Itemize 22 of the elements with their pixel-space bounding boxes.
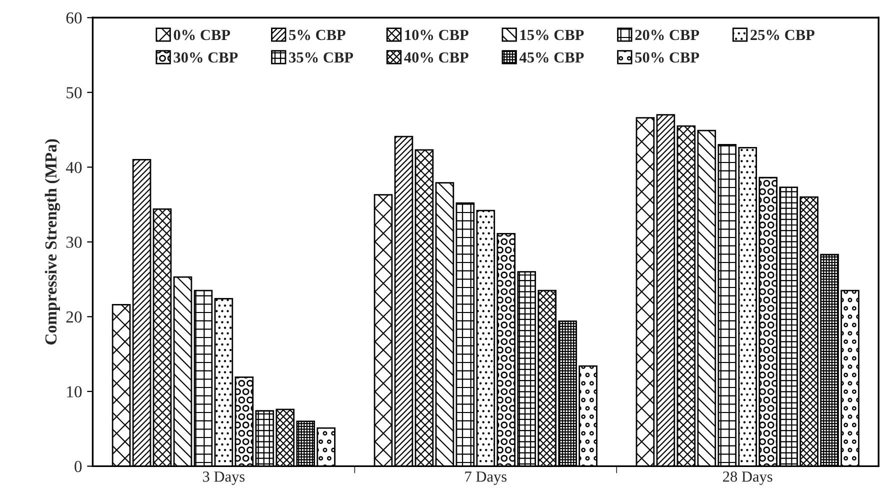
legend-label: 5% CBP bbox=[289, 30, 346, 40]
x-tick-label: 7 Days bbox=[465, 472, 507, 485]
y-tick-label: 40 bbox=[66, 162, 82, 174]
legend-label: 25% CBP bbox=[750, 30, 814, 40]
legend-label: 50% CBP bbox=[635, 52, 700, 63]
y-tick-label: 10 bbox=[67, 386, 82, 398]
legend-label: 10% CBP bbox=[405, 30, 468, 40]
y-tick-label: 30 bbox=[66, 236, 82, 248]
y-axis-title: Compressive Strength (MPa) bbox=[44, 139, 60, 344]
y-tick-label: 20 bbox=[66, 311, 82, 323]
legend-label: 0% CBP bbox=[174, 30, 230, 40]
legend-label: 45% CBP bbox=[519, 52, 584, 63]
y-tick-label: 50 bbox=[66, 87, 82, 98]
y-tick-label: 60 bbox=[66, 12, 82, 24]
x-tick-label: 3 Days bbox=[202, 472, 245, 485]
legend-label: 30% CBP bbox=[174, 52, 238, 63]
y-tick-label: 0 bbox=[74, 460, 82, 472]
legend-label: 20% CBP bbox=[635, 30, 700, 40]
x-tick-label: 28 Days bbox=[723, 471, 772, 485]
legend-label: 15% CBP bbox=[520, 30, 584, 40]
legend-label: 35% CBP bbox=[289, 52, 354, 63]
legend-label: 40% CBP bbox=[404, 52, 468, 63]
